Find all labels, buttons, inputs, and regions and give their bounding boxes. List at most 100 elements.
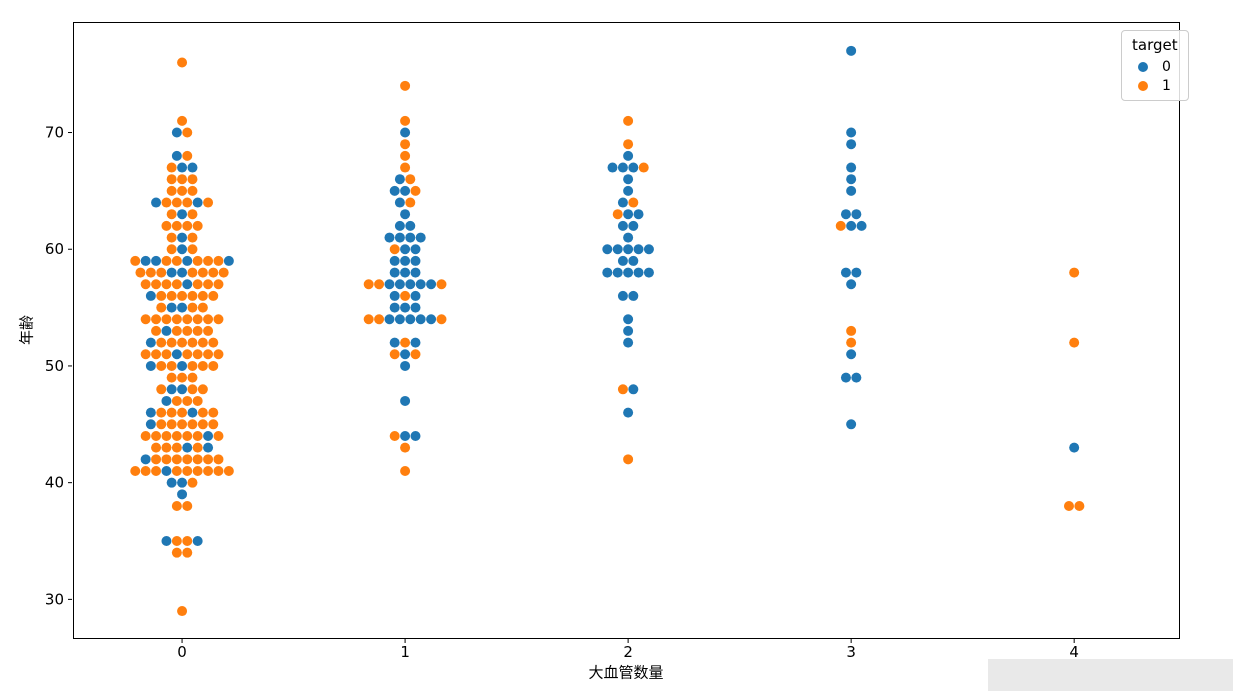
data-point bbox=[192, 325, 203, 336]
data-point bbox=[405, 197, 416, 208]
data-point bbox=[192, 430, 203, 441]
data-point bbox=[389, 302, 400, 313]
data-point bbox=[166, 209, 177, 220]
data-point bbox=[187, 337, 198, 348]
data-point bbox=[633, 267, 644, 278]
data-point bbox=[203, 430, 214, 441]
data-point bbox=[208, 407, 219, 418]
data-point bbox=[140, 255, 151, 266]
data-point bbox=[177, 384, 188, 395]
data-point bbox=[203, 314, 214, 325]
data-point bbox=[410, 430, 421, 441]
data-point bbox=[394, 220, 405, 231]
data-point bbox=[151, 465, 162, 476]
data-point bbox=[166, 372, 177, 383]
data-point bbox=[187, 232, 198, 243]
data-point bbox=[182, 279, 193, 290]
data-point bbox=[208, 419, 219, 430]
data-point bbox=[161, 465, 172, 476]
data-point bbox=[400, 395, 411, 406]
x-tick-label: 0 bbox=[177, 643, 187, 661]
data-point bbox=[177, 162, 188, 173]
data-point bbox=[400, 337, 411, 348]
data-point bbox=[846, 185, 857, 196]
data-point bbox=[213, 465, 224, 476]
data-point bbox=[436, 314, 447, 325]
data-point bbox=[166, 232, 177, 243]
data-point bbox=[161, 349, 172, 360]
data-point bbox=[151, 279, 162, 290]
data-point bbox=[140, 279, 151, 290]
data-point bbox=[182, 349, 193, 360]
data-point bbox=[1063, 501, 1074, 511]
data-point bbox=[617, 197, 628, 208]
data-point bbox=[197, 407, 208, 418]
axes-frame bbox=[73, 22, 1180, 639]
data-point bbox=[197, 302, 208, 313]
data-point bbox=[203, 442, 214, 453]
data-point bbox=[400, 442, 411, 453]
data-point bbox=[400, 290, 411, 301]
data-point bbox=[363, 279, 374, 290]
data-point bbox=[145, 337, 156, 348]
data-point bbox=[851, 372, 862, 383]
data-point bbox=[135, 267, 146, 278]
data-point bbox=[156, 267, 167, 278]
data-point bbox=[628, 162, 639, 173]
data-point bbox=[171, 255, 182, 266]
y-tick-label: 50 bbox=[45, 357, 64, 375]
data-point bbox=[400, 465, 411, 476]
data-point bbox=[177, 360, 188, 371]
data-point bbox=[156, 407, 167, 418]
data-point bbox=[1069, 442, 1080, 453]
data-point bbox=[166, 174, 177, 185]
data-point bbox=[208, 290, 219, 301]
data-point bbox=[623, 407, 634, 418]
data-point bbox=[182, 501, 193, 511]
data-point bbox=[208, 337, 219, 348]
data-point bbox=[140, 465, 151, 476]
data-point bbox=[617, 162, 628, 173]
data-point bbox=[856, 220, 867, 231]
data-point bbox=[166, 162, 177, 173]
data-point bbox=[187, 302, 198, 313]
data-point bbox=[192, 255, 203, 266]
data-point bbox=[846, 162, 857, 173]
data-point bbox=[400, 80, 411, 91]
data-point bbox=[643, 244, 654, 255]
data-point bbox=[213, 454, 224, 465]
data-point bbox=[182, 442, 193, 453]
data-point bbox=[166, 267, 177, 278]
data-point bbox=[171, 536, 182, 547]
data-point bbox=[623, 139, 634, 150]
data-point bbox=[389, 337, 400, 348]
data-point bbox=[612, 244, 623, 255]
data-point bbox=[223, 255, 234, 266]
data-point bbox=[197, 384, 208, 395]
data-point bbox=[851, 209, 862, 220]
data-point bbox=[182, 395, 193, 406]
data-point bbox=[405, 174, 416, 185]
data-point bbox=[177, 337, 188, 348]
data-point bbox=[182, 430, 193, 441]
data-point bbox=[161, 395, 172, 406]
data-point bbox=[400, 302, 411, 313]
data-point bbox=[171, 465, 182, 476]
data-point bbox=[151, 314, 162, 325]
data-point bbox=[177, 185, 188, 196]
data-point bbox=[130, 255, 141, 266]
data-point bbox=[203, 325, 214, 336]
data-point bbox=[140, 314, 151, 325]
data-point bbox=[623, 174, 634, 185]
data-point bbox=[617, 255, 628, 266]
data-point bbox=[177, 407, 188, 418]
data-point bbox=[182, 536, 193, 547]
data-point bbox=[161, 255, 172, 266]
data-point bbox=[145, 267, 156, 278]
data-point bbox=[405, 314, 416, 325]
data-point bbox=[166, 302, 177, 313]
data-point bbox=[415, 314, 426, 325]
data-point bbox=[182, 325, 193, 336]
data-point bbox=[192, 454, 203, 465]
